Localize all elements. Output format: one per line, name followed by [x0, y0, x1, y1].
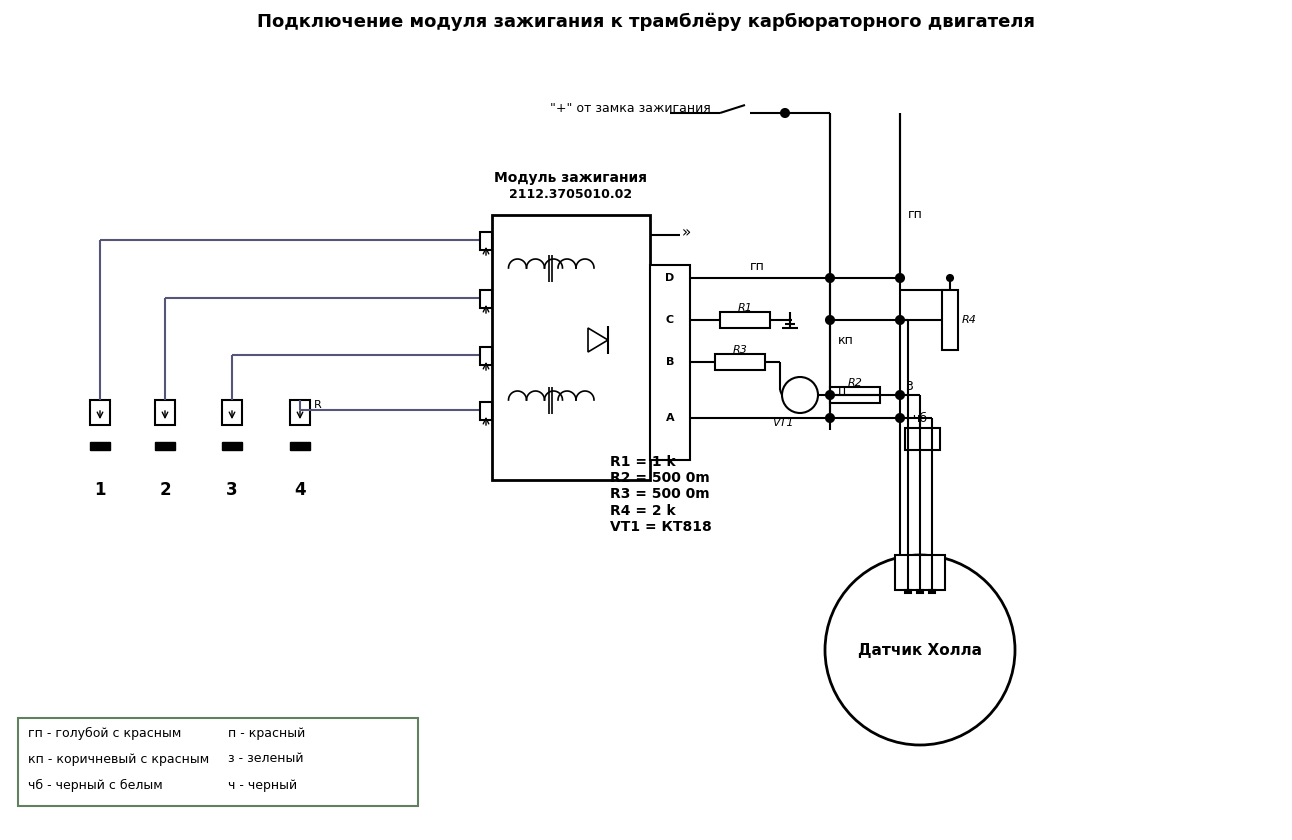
Bar	[222, 400, 242, 425]
Text: гп: гп	[749, 260, 765, 272]
Bar	[929, 590, 935, 593]
Text: 3: 3	[904, 381, 913, 393]
Circle shape	[826, 274, 835, 282]
Bar	[289, 442, 310, 450]
Bar	[155, 400, 174, 425]
Bar	[492, 215, 650, 480]
Text: "+" от замка зажигания: "+" от замка зажигания	[550, 102, 711, 114]
Text: A: A	[665, 413, 674, 423]
Text: R1 = 1 k
R2 = 500 0m
R3 = 500 0m
R4 = 2 k
VT1 = КТ818: R1 = 1 k R2 = 500 0m R3 = 500 0m R4 = 2 …	[610, 455, 712, 533]
Text: 2112.3705010.02: 2112.3705010.02	[509, 188, 633, 202]
Bar	[904, 428, 941, 450]
Circle shape	[782, 377, 818, 413]
Text: Подключение модуля зажигания к трамблёру карбюраторного двигателя: Подключение модуля зажигания к трамблёру…	[257, 13, 1035, 31]
Bar	[895, 555, 944, 590]
Bar	[481, 232, 492, 250]
Text: кп: кп	[839, 333, 854, 346]
Text: 2: 2	[159, 481, 171, 499]
Text: 4: 4	[295, 481, 306, 499]
Text: гп - голубой с красным: гп - голубой с красным	[28, 727, 181, 739]
Text: VT1: VT1	[773, 418, 793, 428]
Bar	[90, 400, 110, 425]
Text: Модуль зажигания: Модуль зажигания	[495, 171, 647, 185]
Bar	[155, 442, 174, 450]
Bar	[18, 718, 419, 806]
Text: п - красный: п - красный	[227, 727, 305, 739]
Text: »: »	[682, 225, 691, 240]
Text: п: п	[839, 384, 846, 396]
Circle shape	[780, 109, 789, 117]
Circle shape	[826, 555, 1016, 745]
Circle shape	[895, 414, 904, 422]
Text: R2: R2	[848, 378, 863, 388]
Circle shape	[895, 274, 904, 282]
Circle shape	[897, 392, 903, 398]
Text: R4: R4	[963, 315, 977, 325]
Text: B: B	[665, 357, 674, 367]
Bar	[481, 290, 492, 308]
Text: Датчик Холла: Датчик Холла	[858, 643, 982, 658]
Bar	[917, 590, 922, 593]
Text: гп: гп	[908, 208, 922, 222]
Text: R: R	[314, 400, 322, 410]
Bar	[904, 590, 911, 593]
Text: ч - черный: ч - черный	[227, 779, 297, 791]
Bar	[481, 402, 492, 420]
Bar	[829, 387, 880, 403]
Text: кп - коричневый с красным: кп - коричневый с красным	[28, 753, 209, 765]
Bar	[222, 442, 242, 450]
Text: C: C	[665, 315, 674, 325]
Text: чб: чб	[912, 412, 928, 424]
Circle shape	[895, 391, 904, 399]
Text: D: D	[665, 273, 674, 283]
Text: чб - черный с белым: чб - черный с белым	[28, 779, 163, 791]
Circle shape	[826, 391, 835, 399]
Bar	[942, 290, 957, 350]
Bar	[289, 400, 310, 425]
Circle shape	[947, 275, 953, 281]
Text: 1: 1	[94, 481, 106, 499]
Bar	[720, 312, 770, 328]
Bar	[90, 442, 110, 450]
Circle shape	[826, 316, 835, 324]
Circle shape	[947, 317, 953, 323]
Circle shape	[826, 414, 835, 422]
Bar	[481, 347, 492, 365]
Text: R3: R3	[733, 345, 748, 355]
Circle shape	[895, 316, 904, 324]
Bar	[714, 354, 765, 370]
Text: R1: R1	[738, 303, 752, 313]
Text: 3: 3	[226, 481, 238, 499]
Text: з - зеленый: з - зеленый	[227, 753, 304, 765]
Bar	[650, 265, 690, 460]
